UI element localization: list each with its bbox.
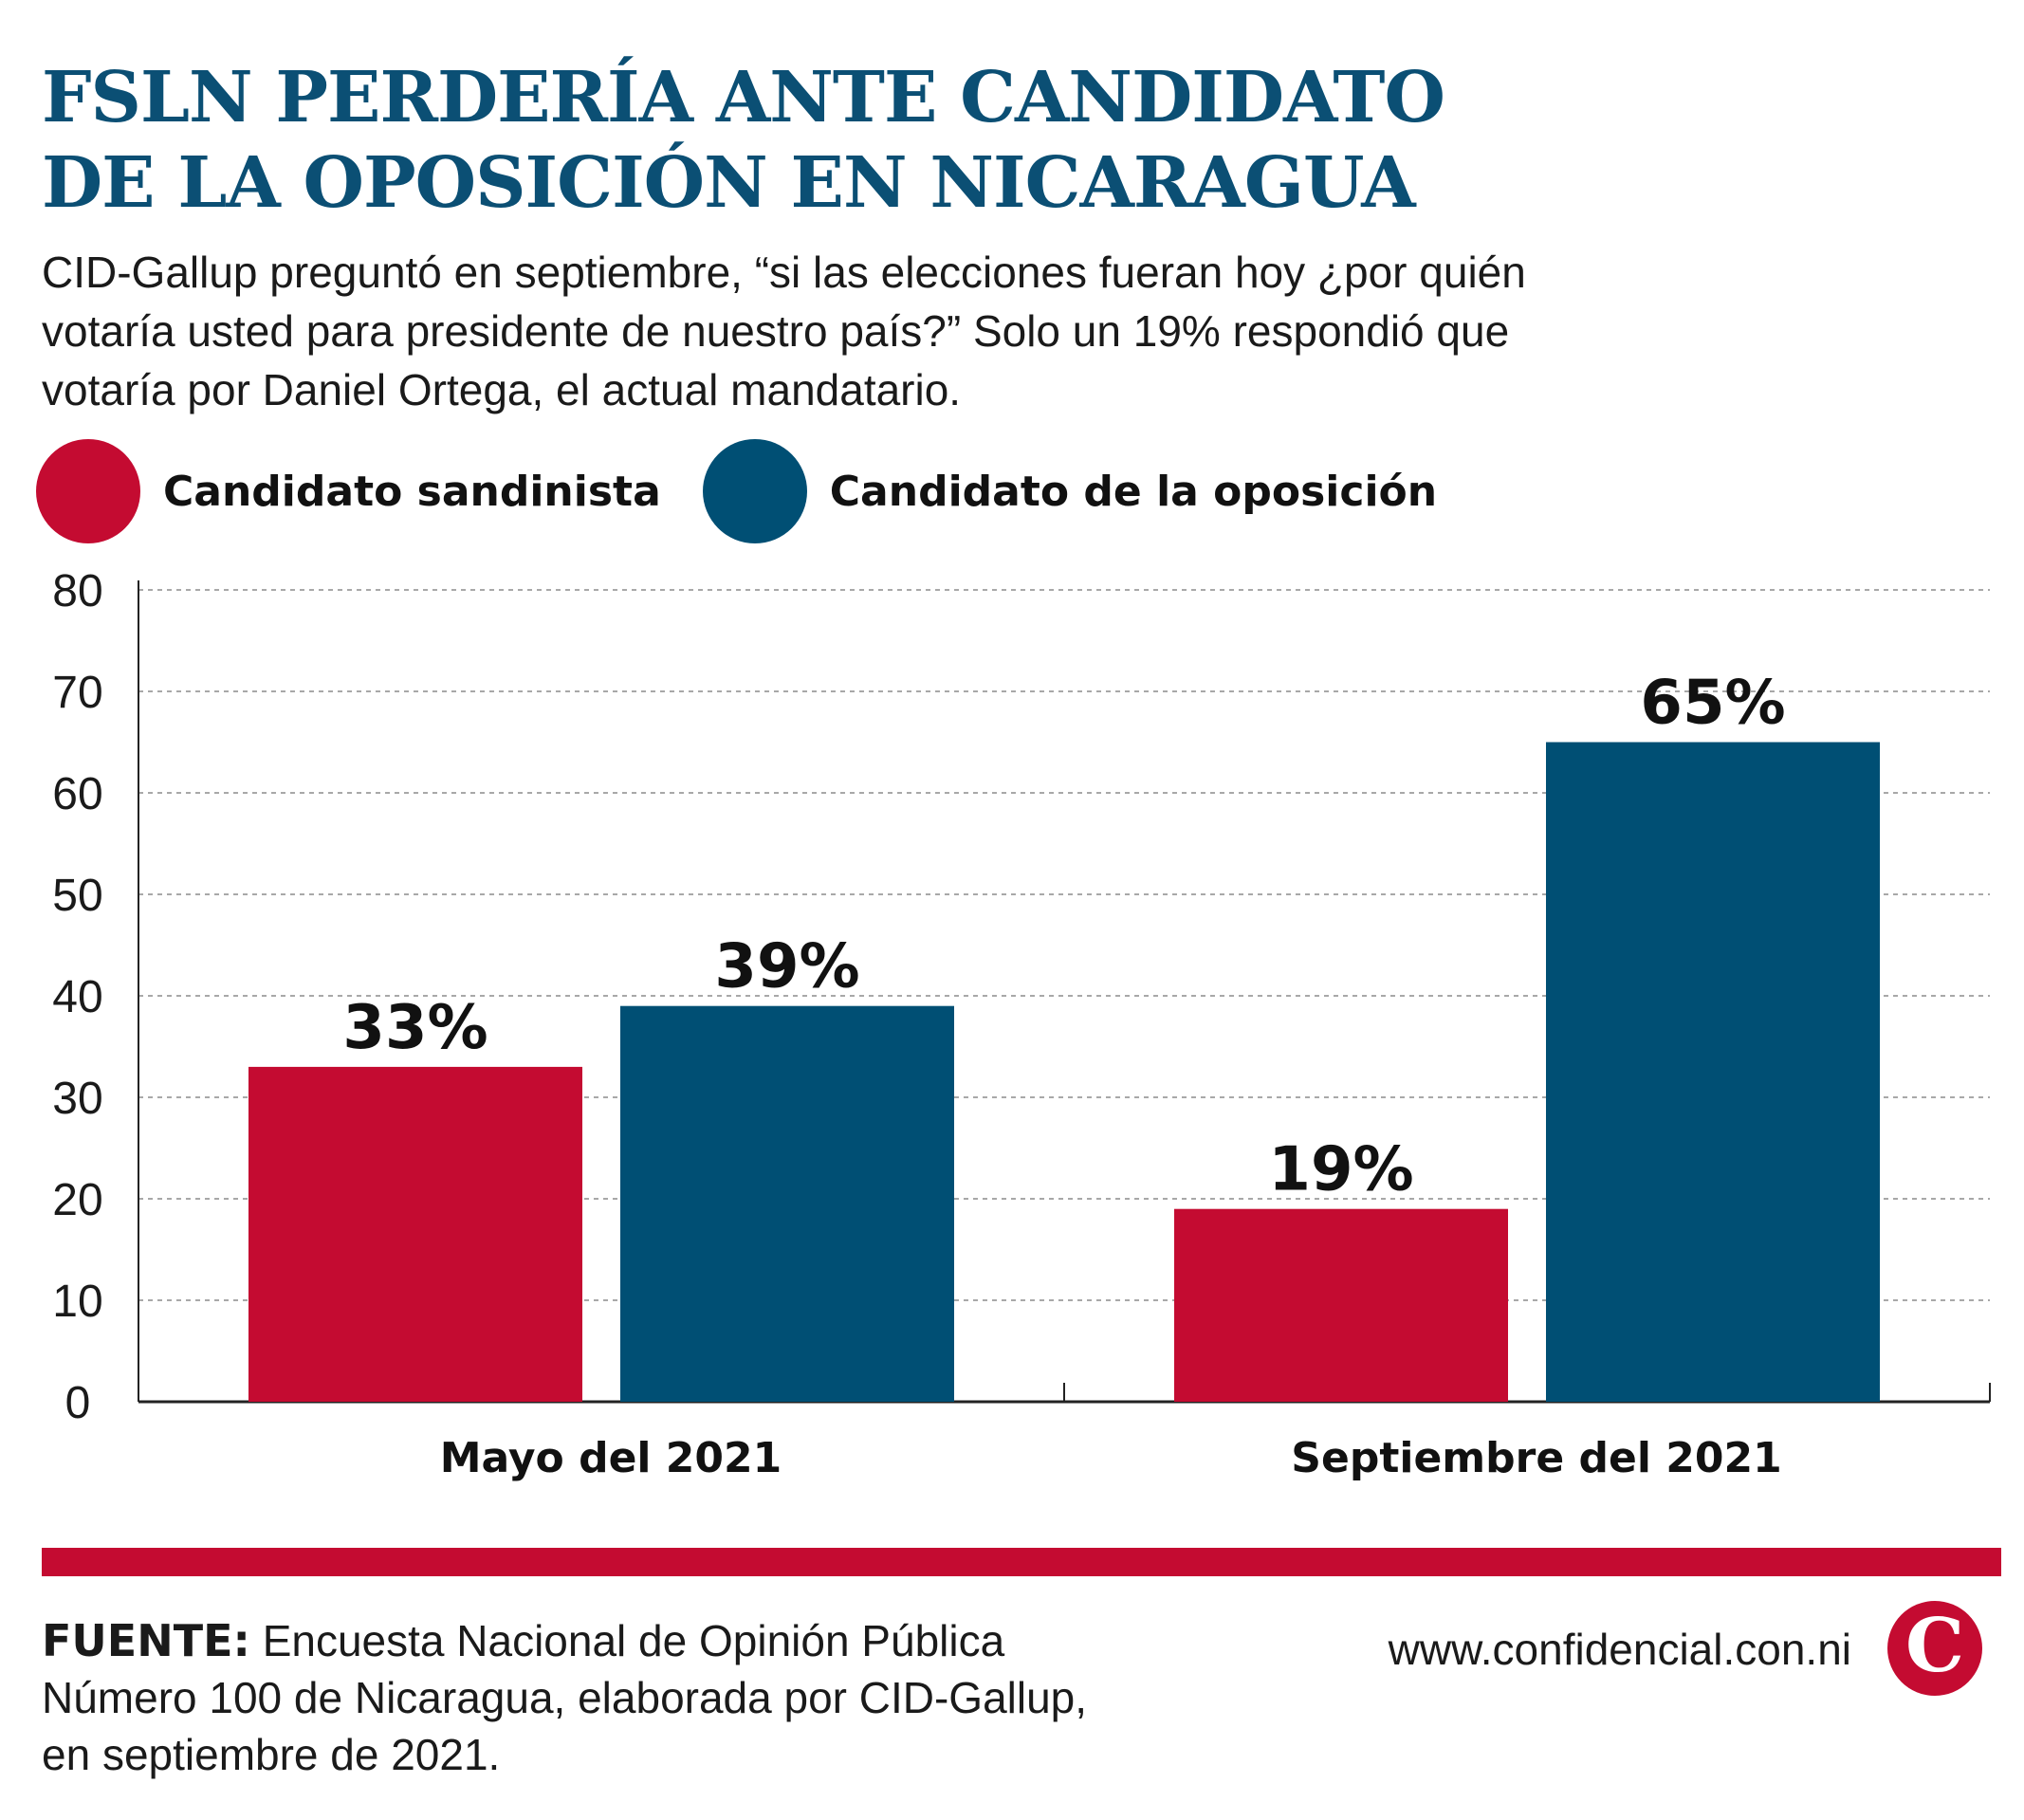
y-tick-label: 70 [52,668,102,718]
bar [1546,742,1880,1402]
bar [248,1066,582,1402]
y-tick-label: 80 [52,569,102,616]
logo-letter: C [1904,1603,1965,1689]
bar [1174,1208,1508,1402]
y-tick-label: 10 [52,1277,102,1327]
y-tick-label: 50 [52,871,102,921]
source-note: FUENTE: Encuesta Nacional de Opinión Púb… [42,1612,1275,1783]
title-line: DE LA OPOSICIÓN EN NICARAGUA [42,142,1416,224]
subtitle-line: votaría usted para presidente de nuestro… [42,306,1510,356]
legend-item-sandinista: Candidato sandinista [36,439,661,543]
bar-value-label: 33% [342,993,488,1063]
x-category-label: Mayo del 2021 [440,1434,782,1482]
legend-swatch-sandinista [36,439,140,543]
y-tick-label: 60 [52,769,102,819]
x-category-label: Septiembre del 2021 [1291,1434,1781,1482]
footer-divider [42,1548,2001,1576]
bar-value-label: 39% [714,932,859,1002]
source-text: Encuesta Nacional de Opinión Pública [262,1616,1005,1665]
legend-label-sandinista: Candidato sandinista [163,467,661,516]
bar-value-label: 19% [1268,1135,1413,1205]
y-tick-label: 40 [52,972,102,1022]
source-line: FUENTE: Encuesta Nacional de Opinión Púb… [42,1612,1275,1669]
bar-value-label: 65% [1640,669,1785,739]
y-tick-label: 0 [65,1378,91,1428]
subtitle-line: CID-Gallup preguntó en septiembre, “si l… [42,248,1526,297]
chart-legend: Candidato sandinista Candidato de la opo… [36,438,1479,544]
page-title: FSLN PERDERÍA ANTE CANDIDATO DE LA OPOSI… [42,55,1464,226]
legend-swatch-oposicion [702,439,807,543]
y-tick-label: 20 [52,1175,102,1225]
bar [620,1005,954,1402]
source-line: Número 100 de Nicaragua, elaborada por C… [42,1673,1088,1722]
bar-chart: 0 10 20 30 40 50 60 70 80 33% 39% Mayo del 2021 19% 6… [52,569,1991,1482]
y-tick-label: 30 [52,1074,102,1124]
confidencial-logo-icon: C [1887,1601,1982,1696]
subtitle-line: votaría por Daniel Ortega, el actual man… [42,365,962,414]
legend-item-oposicion: Candidato de la oposición [702,439,1438,543]
subtitle: CID-Gallup preguntó en septiembre, “si l… [42,243,1749,419]
legend-label-oposicion: Candidato de la oposición [829,467,1438,516]
title-line: FSLN PERDERÍA ANTE CANDIDATO [42,57,1445,138]
source-label: FUENTE: [42,1615,250,1666]
source-line: en septiembre de 2021. [42,1730,501,1779]
website-link[interactable]: www.confidencial.con.ni [1388,1625,1851,1674]
